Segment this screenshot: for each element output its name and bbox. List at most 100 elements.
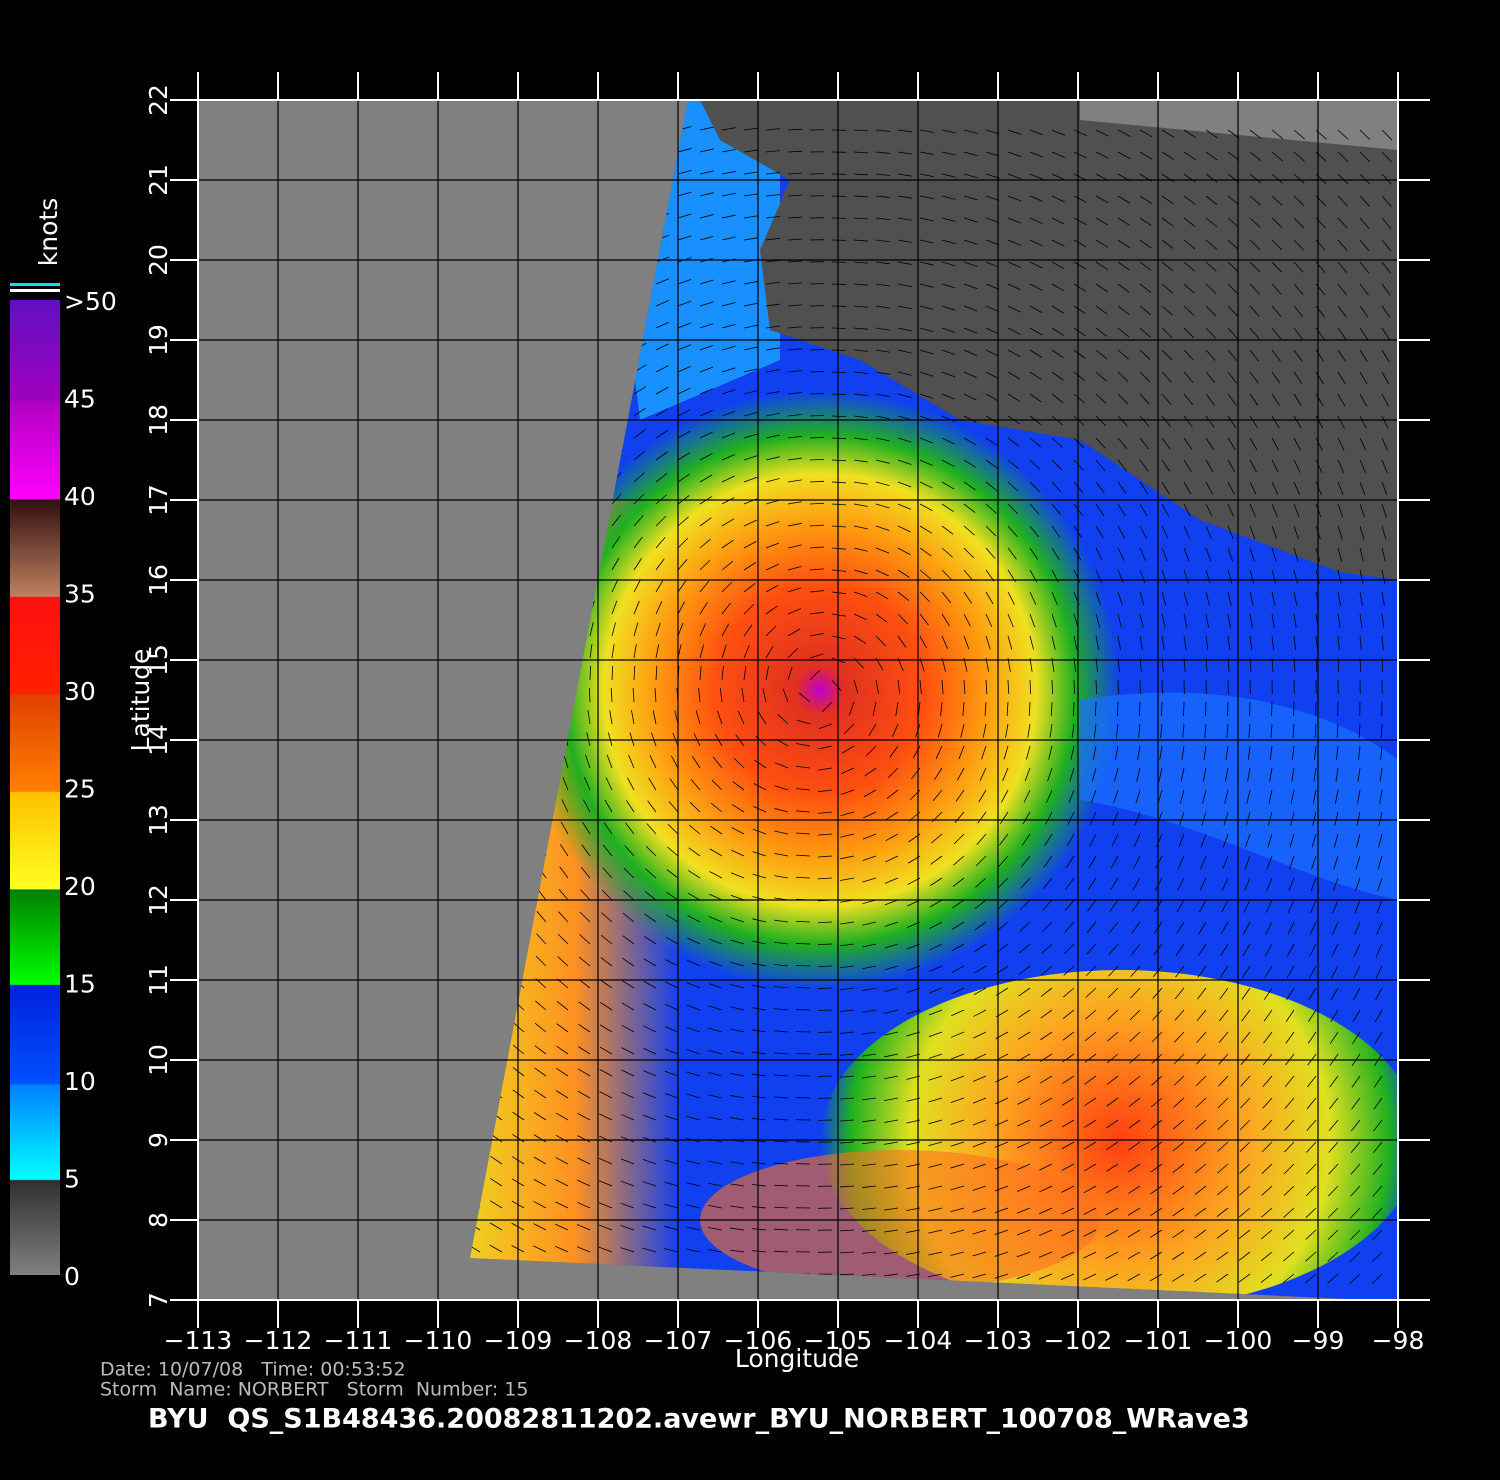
wind-barb — [752, 1228, 767, 1231]
wind-barb — [686, 1004, 701, 1011]
wind-barb — [558, 911, 569, 923]
wind-barb — [655, 494, 667, 505]
wind-barb — [787, 282, 802, 285]
wind-barb — [686, 1182, 701, 1187]
wind-barb — [557, 956, 569, 967]
wind-barb — [743, 519, 757, 527]
wind-barb — [787, 413, 802, 417]
wind-barb — [731, 827, 745, 835]
wind-barb — [717, 710, 723, 725]
wind-barb — [690, 778, 701, 791]
wind-barb — [787, 587, 802, 593]
wind-barb — [710, 825, 723, 835]
wind-barb — [787, 566, 802, 571]
wind-barb — [561, 799, 569, 813]
wind-barb — [699, 279, 714, 285]
colorbar-cap — [10, 289, 60, 292]
y-tick-label: 20 — [144, 244, 173, 276]
x-tick-label: −113 — [164, 1326, 233, 1355]
wind-barb — [730, 872, 745, 879]
wind-barb — [699, 453, 713, 461]
wind-barb — [667, 846, 679, 857]
wind-barb — [782, 688, 789, 703]
wind-barb — [699, 366, 714, 373]
wind-barb — [602, 844, 613, 857]
x-tick-label: −98 — [1372, 1326, 1425, 1355]
wind-barb — [677, 344, 692, 351]
wind-barb — [721, 602, 731, 615]
wind-barb — [559, 866, 569, 879]
wind-barb — [621, 1091, 635, 1099]
colorbar-label: 40 — [64, 482, 96, 511]
wind-barb — [721, 410, 736, 417]
wind-barb — [743, 215, 758, 219]
wind-barb — [611, 600, 618, 615]
wind-barb — [774, 852, 789, 857]
wind-barb — [711, 779, 723, 791]
wind-barb — [621, 1047, 635, 1055]
wind-barb — [699, 388, 714, 395]
wind-barb — [774, 1118, 789, 1121]
wind-barb — [743, 281, 758, 285]
wind-barb — [752, 851, 767, 857]
wind-barb — [774, 1008, 789, 1011]
wind-barb — [677, 409, 691, 417]
wind-barb — [555, 1112, 569, 1121]
wind-barb — [753, 805, 767, 813]
wind-barb — [699, 170, 714, 175]
wind-barb — [708, 1094, 723, 1099]
wind-barb — [686, 1049, 701, 1055]
wind-barb — [809, 653, 824, 659]
wind-barb — [664, 1070, 679, 1077]
x-tick-label: −100 — [1204, 1326, 1273, 1355]
wind-barb — [743, 603, 755, 615]
wind-barb — [677, 300, 692, 307]
wind-barb — [668, 801, 679, 813]
wind-barb — [730, 1205, 745, 1209]
wind-barb — [586, 732, 591, 747]
wind-barb — [611, 514, 621, 527]
wind-barb — [774, 808, 789, 813]
wind-barb — [633, 493, 645, 505]
wind-barb — [584, 777, 591, 791]
wind-barb — [607, 732, 613, 747]
wind-barb — [765, 347, 780, 351]
wind-barb — [610, 688, 613, 703]
wind-barb — [721, 280, 736, 285]
y-tick-label: 17 — [144, 484, 173, 516]
wind-barb — [620, 1114, 635, 1121]
wind-barb — [787, 479, 802, 483]
wind-barb — [599, 1024, 613, 1033]
wind-barb — [555, 1134, 569, 1143]
wind-barb — [699, 517, 712, 527]
x-tick-label: −102 — [1044, 1326, 1113, 1355]
wind-barb — [752, 918, 767, 923]
wind-barb — [752, 1250, 767, 1253]
wind-barb — [699, 538, 711, 549]
wind-barb — [743, 302, 758, 307]
wind-barb — [577, 1046, 591, 1055]
wind-barb — [599, 1091, 613, 1099]
wind-barb — [743, 171, 758, 175]
wind-barb — [677, 322, 692, 329]
wind-barb — [633, 665, 636, 681]
wind-barb — [599, 1113, 613, 1121]
wind-barb — [577, 1179, 591, 1187]
wind-barb — [787, 238, 802, 241]
wind-barb — [609, 710, 613, 725]
wind-barb — [708, 1182, 723, 1187]
wind-barb — [733, 757, 745, 769]
wind-barb — [743, 476, 758, 483]
wind-barb — [774, 762, 789, 769]
wind-barb — [1139, 701, 1141, 717]
wind-barb — [831, 393, 847, 395]
wind-barb — [666, 891, 679, 901]
wind-barb — [580, 866, 591, 879]
wind-barb — [599, 1046, 613, 1055]
wind-barb — [655, 278, 670, 285]
wind-barb — [677, 452, 691, 461]
wind-barb — [709, 893, 723, 901]
wind-barb — [765, 666, 769, 681]
y-tick-label: 21 — [144, 164, 173, 196]
